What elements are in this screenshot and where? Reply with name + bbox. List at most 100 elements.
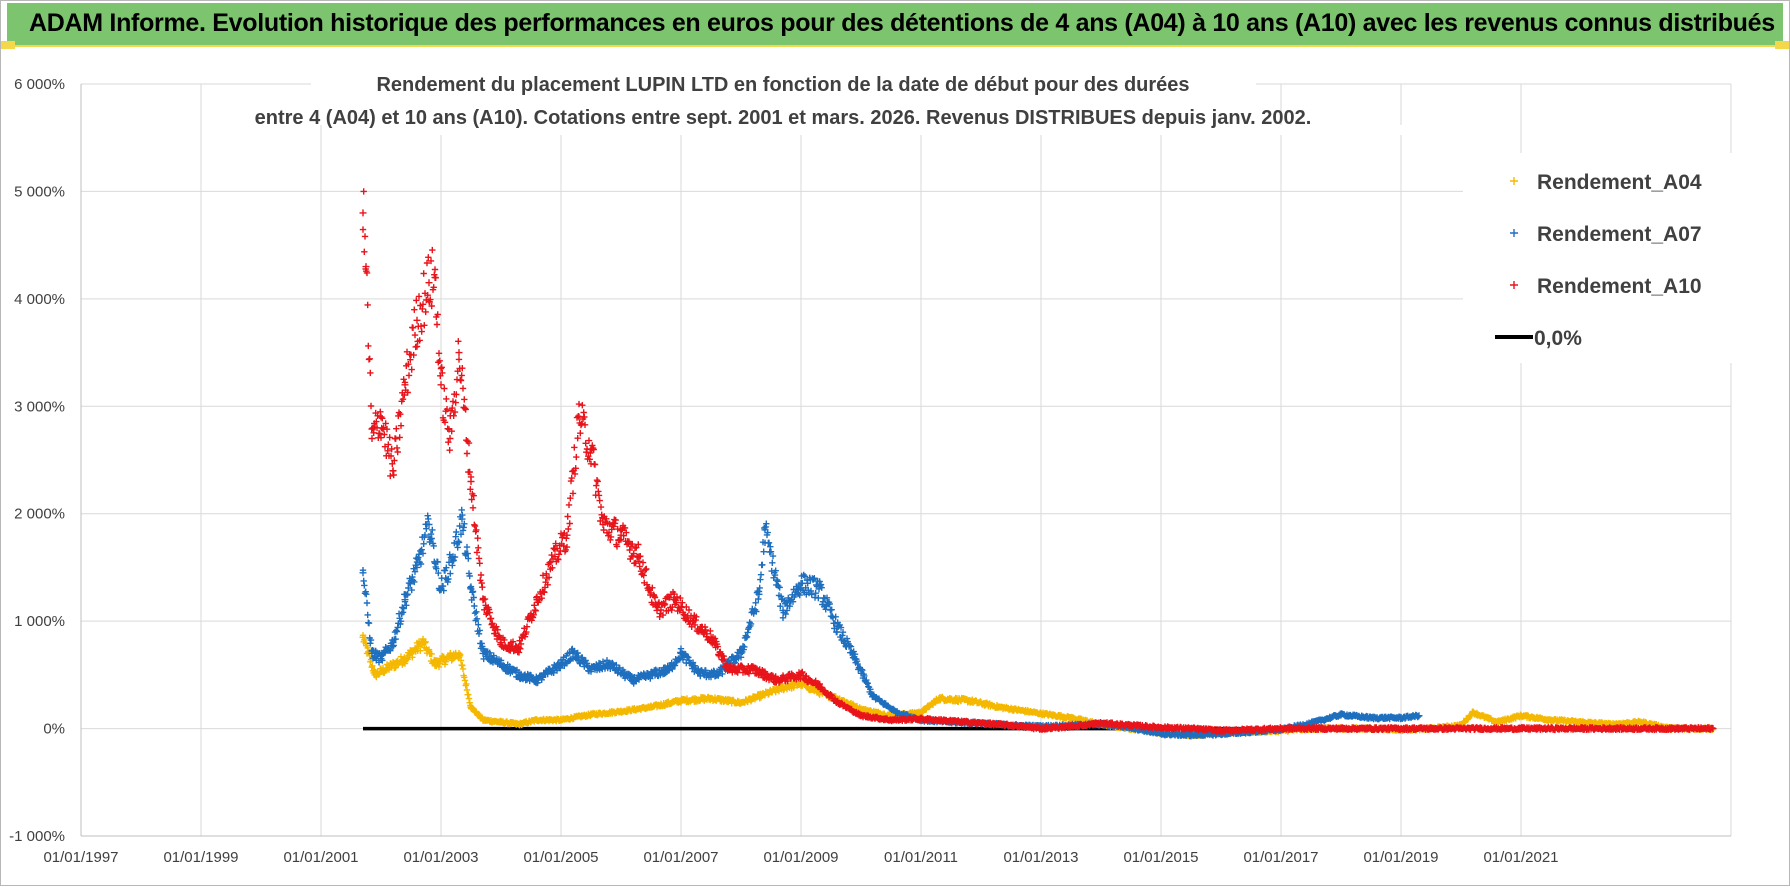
x-tick-label: 01/01/2021 xyxy=(1483,849,1558,866)
cotation-point xyxy=(473,609,479,615)
cotation-point xyxy=(598,504,604,510)
cotation-point xyxy=(393,436,399,442)
x-tick-label: 01/01/1999 xyxy=(163,849,238,866)
cotation-point xyxy=(421,322,427,328)
series-rendementa07 xyxy=(360,507,1423,740)
cotation-point xyxy=(441,385,447,391)
data-point xyxy=(360,209,367,216)
x-tick-label: 01/01/2001 xyxy=(283,849,358,866)
cotation-point xyxy=(455,544,461,550)
cotation-point xyxy=(361,249,367,255)
x-tick-label: 01/01/2007 xyxy=(643,849,718,866)
cotation-point xyxy=(766,540,772,546)
cotation-point xyxy=(397,434,403,440)
cotation-point xyxy=(377,431,383,437)
cotation-point xyxy=(460,385,466,391)
data-point xyxy=(414,317,421,324)
x-tick-label: 01/01/2003 xyxy=(403,849,478,866)
cotation-point xyxy=(460,666,466,672)
cotation-point xyxy=(640,559,646,565)
cotation-point xyxy=(432,266,438,272)
cotation-point xyxy=(368,403,374,409)
cotation-point xyxy=(470,505,476,511)
y-tick-label: -1 000% xyxy=(9,828,65,845)
cotation-point xyxy=(456,356,462,362)
cotation-point xyxy=(423,309,429,315)
cotation-point xyxy=(565,526,571,532)
x-tick-label: 01/01/1997 xyxy=(43,849,118,866)
cotation-point xyxy=(758,572,764,578)
y-tick-label: 2 000% xyxy=(14,506,65,523)
cotation-point xyxy=(434,321,440,327)
cotation-point xyxy=(565,513,571,519)
cotation-point xyxy=(429,527,435,533)
cotation-point xyxy=(361,188,367,194)
data-point xyxy=(438,381,445,388)
y-tick-label: 5 000% xyxy=(14,183,65,200)
cotation-point xyxy=(437,358,443,364)
cotation-point xyxy=(447,447,453,453)
cotation-point xyxy=(461,396,467,402)
cotation-point xyxy=(362,233,368,239)
cotation-point xyxy=(439,364,445,370)
cotation-point xyxy=(365,612,371,618)
cotation-point xyxy=(401,376,407,382)
cotation-point xyxy=(573,454,579,460)
cotation-point xyxy=(474,549,480,555)
cotation-point xyxy=(421,541,427,547)
cotation-point xyxy=(769,560,775,566)
y-tick-label: 0% xyxy=(43,721,65,738)
cotation-point xyxy=(475,545,481,551)
cotation-point xyxy=(467,469,473,475)
cotation-point xyxy=(361,582,367,588)
cotation-point xyxy=(433,275,439,281)
cotation-point xyxy=(595,478,601,484)
x-tick-label: 01/01/2011 xyxy=(884,849,958,866)
cotation-point xyxy=(472,610,478,616)
cotation-point xyxy=(367,370,373,376)
cotation-point xyxy=(566,502,572,508)
cotation-point xyxy=(475,535,481,541)
cotation-point xyxy=(478,572,484,578)
y-tick-label: 6 000% xyxy=(14,76,65,93)
cotation-point xyxy=(455,338,461,344)
cotation-point xyxy=(471,603,477,609)
cotation-point xyxy=(360,226,366,232)
y-tick-label: 3 000% xyxy=(14,398,65,415)
cotation-point xyxy=(429,247,435,253)
cotation-point xyxy=(395,449,401,455)
cotation-point xyxy=(411,307,417,313)
x-tick-label: 01/01/2015 xyxy=(1123,849,1198,866)
cotation-point xyxy=(479,584,485,590)
cotation-point xyxy=(419,328,425,334)
cotation-point xyxy=(398,423,404,429)
cotation-point xyxy=(571,444,577,450)
cotation-point xyxy=(579,402,585,408)
data-point xyxy=(426,279,433,286)
cotation-point xyxy=(592,461,598,467)
cotation-point xyxy=(459,372,465,378)
cotation-point xyxy=(488,615,494,621)
x-tick-label: 01/01/2017 xyxy=(1243,849,1318,866)
cotation-point xyxy=(421,270,427,276)
cotation-point xyxy=(761,549,767,555)
cotation-point xyxy=(365,343,371,349)
cotation-point xyxy=(393,426,399,432)
cotation-point xyxy=(569,475,575,481)
cotation-point xyxy=(759,562,765,568)
cotation-point xyxy=(443,396,449,402)
cotation-point xyxy=(410,325,416,331)
y-tick-label: 4 000% xyxy=(14,291,65,308)
cotation-point xyxy=(464,450,470,456)
cotation-point xyxy=(409,366,415,372)
cotation-point xyxy=(477,560,483,566)
x-tick-label: 01/01/2013 xyxy=(1003,849,1078,866)
cotation-point xyxy=(829,607,835,613)
data-point xyxy=(456,349,463,356)
cotation-point xyxy=(406,372,412,378)
cotation-point xyxy=(391,472,397,478)
data-point xyxy=(447,435,454,442)
data-point xyxy=(369,435,376,442)
